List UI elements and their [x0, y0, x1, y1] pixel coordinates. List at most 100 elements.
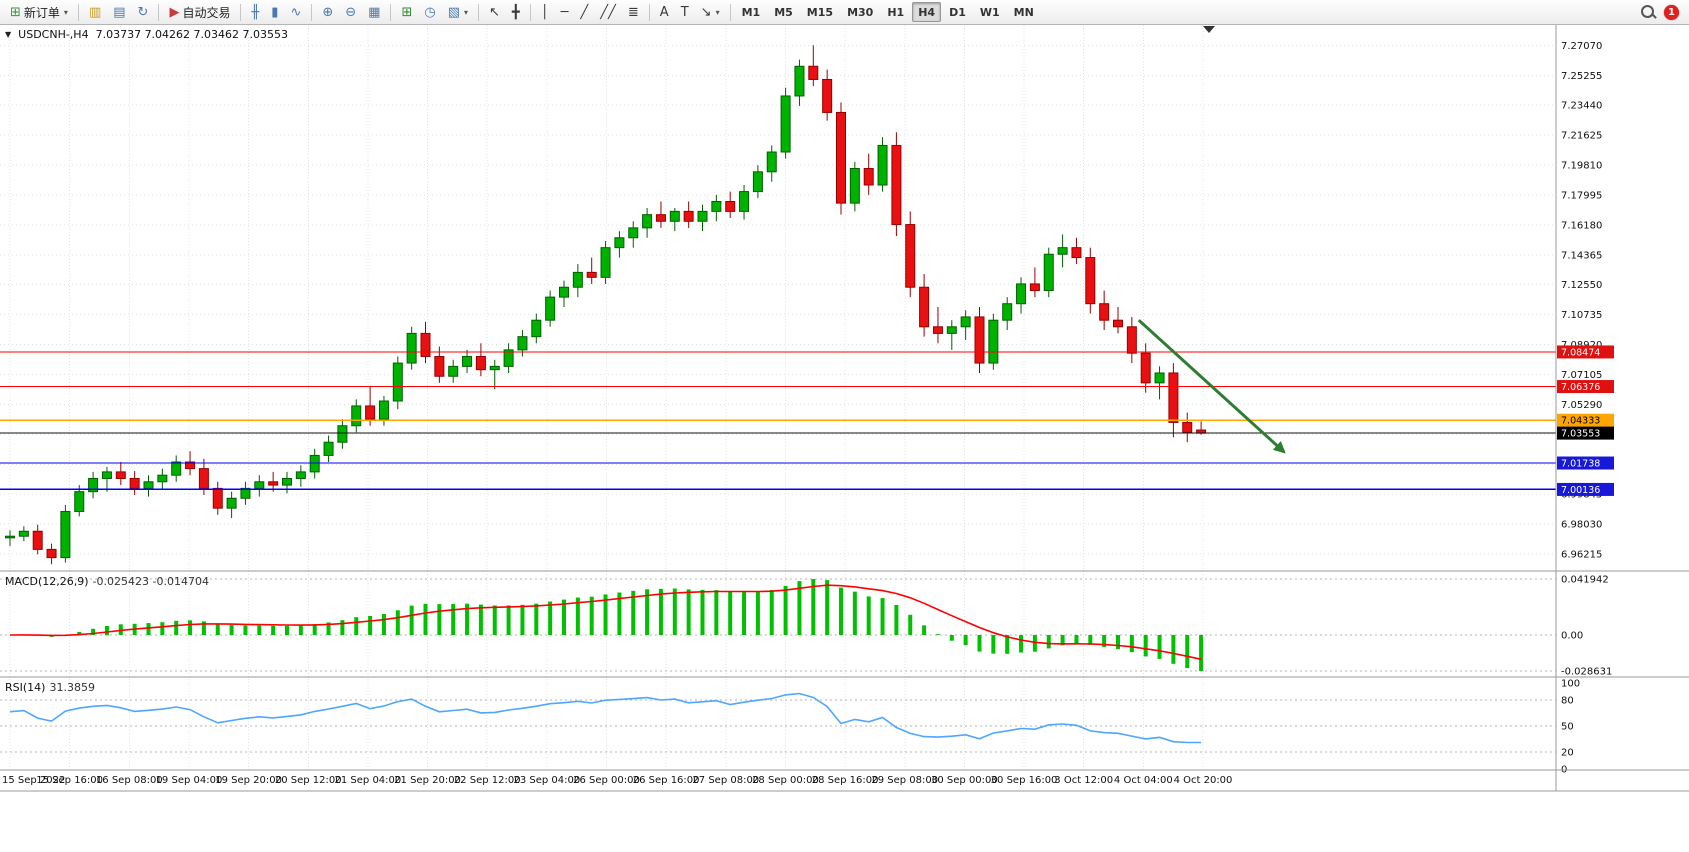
timeframe-m1-button[interactable]: M1 — [736, 2, 767, 22]
new-chart-icon[interactable]: ▥ — [84, 2, 106, 22]
refresh-icon: ↻ — [137, 4, 149, 20]
svg-text:19 Sep 20:00: 19 Sep 20:00 — [215, 775, 282, 786]
svg-text:26 Sep 16:00: 26 Sep 16:00 — [633, 775, 700, 786]
tile-windows-icon[interactable]: ▦ — [363, 2, 385, 22]
svg-text:30 Sep 16:00: 30 Sep 16:00 — [991, 775, 1058, 786]
price-chart[interactable]: 7.27070 7.25255 7.23440 7.21625 7.19810 7.179… — [0, 25, 1689, 852]
trendline-icon: ╱ — [580, 4, 589, 20]
text-icon[interactable]: A — [655, 2, 674, 22]
rsi-value: 31.3859 — [49, 681, 95, 694]
svg-text:7.07105: 7.07105 — [1561, 370, 1602, 381]
bars-chart-icon[interactable]: ╫ — [246, 2, 264, 22]
svg-text:23 Sep 04:00: 23 Sep 04:00 — [513, 775, 580, 786]
trend-arrow[interactable] — [1137, 319, 1286, 454]
price-tag — [1557, 380, 1614, 394]
price-tag — [1557, 345, 1614, 359]
fibonacci-icon: ≣ — [627, 4, 639, 20]
chart-window[interactable]: 7.27070 7.25255 7.23440 7.21625 7.19810 7.179… — [0, 25, 1689, 852]
fibonacci-icon[interactable]: ≣ — [623, 2, 644, 22]
horizontal-line-icon[interactable]: ─ — [556, 2, 574, 22]
search-icon[interactable] — [1637, 2, 1657, 22]
timeframe-m15-button[interactable]: M15 — [801, 2, 839, 22]
svg-text:19 Sep 04:00: 19 Sep 04:00 — [156, 775, 223, 786]
price-tag — [1557, 482, 1614, 496]
candlestick-chart-icon[interactable]: ▮ — [266, 2, 283, 22]
history-clock-icon: ◷ — [424, 4, 436, 20]
bars-chart-icon: ╫ — [251, 4, 260, 20]
svg-text:21 Sep 20:00: 21 Sep 20:00 — [394, 775, 461, 786]
refresh-icon[interactable]: ↻ — [133, 2, 154, 22]
main-toolbar: ⊞ 新订单 ▾ ▥ ▤ ↻ ▶ 自动交易 ╫ ▮ ∿ ⊕ ⊖ ▦ ⊞ ◷ ▧ ▾ ↖ ╋ │ ─ ╱ ╱╱ ≣ A T ↘ ▾ M1 M5 M… — [0, 0, 1689, 25]
new-order-button[interactable]: ⊞ 新订单 ▾ — [5, 2, 73, 22]
svg-text:27 Sep 08:00: 27 Sep 08:00 — [692, 775, 759, 786]
arrows-icon[interactable]: ↘ ▾ — [696, 2, 725, 22]
svg-text:7.10735: 7.10735 — [1561, 310, 1602, 321]
crosshair-icon[interactable]: ╋ — [507, 2, 525, 22]
candlestick-chart-icon: ▮ — [271, 4, 279, 20]
toolbar-right: 1 — [1637, 2, 1685, 22]
zoom-in-icon[interactable]: ⊕ — [317, 2, 338, 22]
timeframe-h4-button[interactable]: H4 — [912, 2, 942, 22]
horizontal-line-icon: ─ — [560, 4, 569, 20]
chart-list-caret-icon[interactable]: ▼ — [5, 30, 12, 39]
svg-text:7.16180: 7.16180 — [1561, 220, 1602, 231]
history-clock-icon[interactable]: ◷ — [419, 2, 440, 22]
profiles-icon[interactable]: ▤ — [108, 2, 130, 22]
line-chart-icon: ∿ — [290, 4, 302, 20]
timeframe-w1-button[interactable]: W1 — [974, 2, 1006, 22]
svg-text:28 Sep 00:00: 28 Sep 00:00 — [752, 775, 819, 786]
macd-label: MACD(12,26,9) -0.025423 -0.014704 — [5, 575, 209, 588]
arrows-icon: ↘ — [700, 4, 712, 20]
toolbar-separator — [240, 3, 242, 21]
svg-text:22 Sep 12:00: 22 Sep 12:00 — [454, 775, 521, 786]
rsi-line — [9, 692, 1202, 744]
channel-icon[interactable]: ╱╱ — [595, 2, 621, 22]
svg-text:20 Sep 12:00: 20 Sep 12:00 — [275, 775, 342, 786]
svg-text:-0.028631: -0.028631 — [1561, 667, 1612, 678]
new-chart-icon: ▥ — [88, 4, 102, 20]
timeframe-m30-button[interactable]: M30 — [841, 2, 879, 22]
magnifier-glyph — [1641, 5, 1654, 18]
grid — [0, 25, 1556, 770]
macd-name: MACD(12,26,9) — [5, 575, 89, 588]
timeframe-d1-button[interactable]: D1 — [943, 2, 972, 22]
trendline-icon[interactable]: ╱ — [575, 2, 593, 22]
rsi-label: RSI(14) 31.3859 — [5, 681, 95, 694]
templates-icon[interactable]: ▧ ▾ — [443, 2, 473, 22]
svg-text:7.23440: 7.23440 — [1561, 101, 1602, 112]
svg-text:0.00: 0.00 — [1561, 631, 1583, 642]
autotrading-button-label: 自动交易 — [182, 5, 231, 20]
new-window-icon[interactable]: ⊞ — [396, 2, 417, 22]
svg-text:6.96215: 6.96215 — [1561, 550, 1602, 561]
crosshair-icon: ╋ — [511, 4, 520, 20]
vertical-line-icon: │ — [540, 4, 549, 20]
timeframe-mn-button[interactable]: MN — [1008, 2, 1040, 22]
timeframe-m5-button[interactable]: M5 — [768, 2, 799, 22]
svg-text:20: 20 — [1561, 747, 1574, 758]
notification-badge[interactable]: 1 — [1664, 4, 1679, 20]
chevron-down-icon: ▾ — [464, 7, 469, 17]
svg-text:0.041942: 0.041942 — [1561, 575, 1609, 586]
chart-ohlc: 7.03737 7.04262 7.03462 7.03553 — [95, 28, 289, 41]
zoom-out-icon[interactable]: ⊖ — [340, 2, 361, 22]
line-chart-icon[interactable]: ∿ — [285, 2, 306, 22]
timeframe-h1-button[interactable]: H1 — [881, 2, 910, 22]
svg-text:7.06376: 7.06376 — [1561, 382, 1600, 393]
autotrading-button[interactable]: ▶ 自动交易 — [164, 2, 235, 22]
text-label-icon[interactable]: T — [676, 2, 694, 22]
svg-text:4 Oct 04:00: 4 Oct 04:00 — [1114, 775, 1173, 786]
toolbar-groups: ⊞ 新订单 ▾ ▥ ▤ ↻ ▶ 自动交易 ╫ ▮ ∿ ⊕ ⊖ ▦ ⊞ ◷ ▧ ▾ ↖ ╋ │ ─ ╱ ╱╱ ≣ A T ↘ ▾ M1 M5 M… — [4, 2, 1041, 22]
chevron-down-icon: ▾ — [63, 7, 68, 17]
svg-text:29 Sep 08:00: 29 Sep 08:00 — [871, 775, 938, 786]
cursor-icon[interactable]: ↖ — [484, 2, 505, 22]
horizontal-lines[interactable] — [0, 351, 1556, 491]
toolbar-separator — [729, 3, 731, 21]
svg-text:80: 80 — [1561, 696, 1574, 707]
vertical-line-icon[interactable]: │ — [536, 2, 554, 22]
rsi-name: RSI(14) — [5, 681, 46, 694]
svg-text:7.14365: 7.14365 — [1561, 250, 1602, 261]
chart-shift-marker[interactable] — [1203, 26, 1215, 33]
rsi-panel — [0, 692, 1556, 753]
new-order-button: ⊞ — [10, 4, 21, 20]
